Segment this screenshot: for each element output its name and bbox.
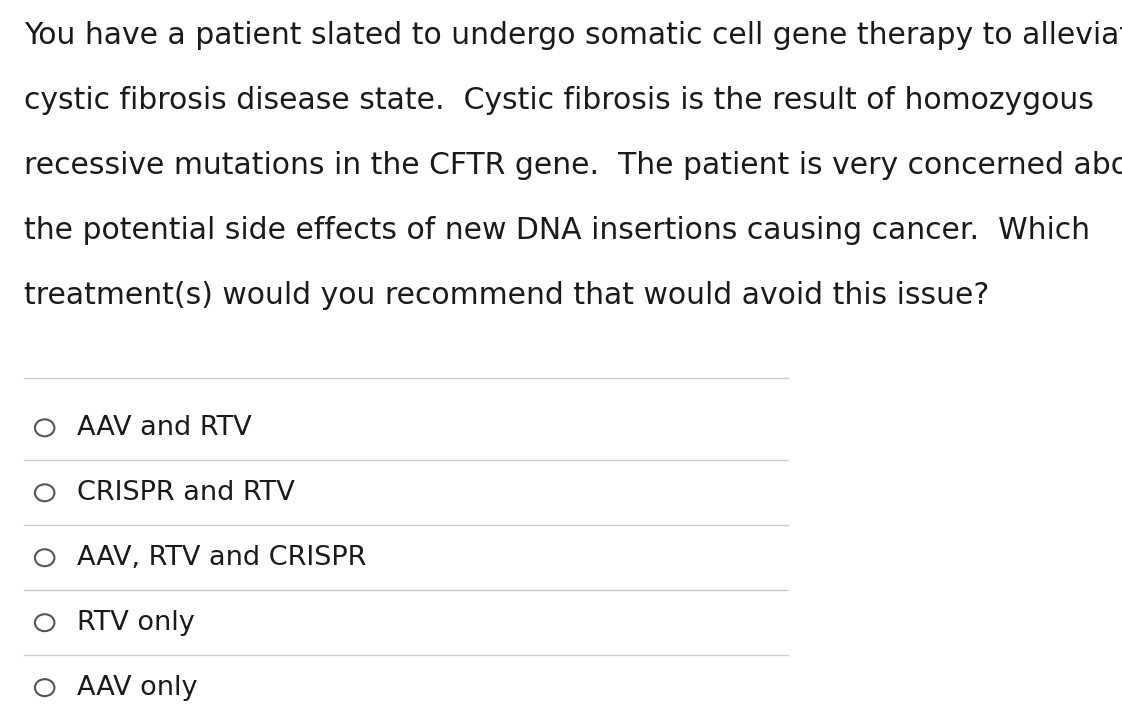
- Text: recessive mutations in the CFTR gene.  The patient is very concerned about: recessive mutations in the CFTR gene. Th…: [25, 151, 1122, 180]
- Text: the potential side effects of new DNA insertions causing cancer.  Which: the potential side effects of new DNA in…: [25, 216, 1091, 245]
- Text: treatment(s) would you recommend that would avoid this issue?: treatment(s) would you recommend that wo…: [25, 281, 990, 310]
- Text: AAV and RTV: AAV and RTV: [77, 415, 251, 441]
- Text: CRISPR and RTV: CRISPR and RTV: [77, 480, 295, 505]
- Text: AAV, RTV and CRISPR: AAV, RTV and CRISPR: [77, 545, 367, 570]
- Text: AAV only: AAV only: [77, 675, 197, 700]
- Text: cystic fibrosis disease state.  Cystic fibrosis is the result of homozygous: cystic fibrosis disease state. Cystic fi…: [25, 86, 1094, 115]
- Text: RTV only: RTV only: [77, 610, 195, 635]
- Text: You have a patient slated to undergo somatic cell gene therapy to alleviate a: You have a patient slated to undergo som…: [25, 21, 1122, 50]
